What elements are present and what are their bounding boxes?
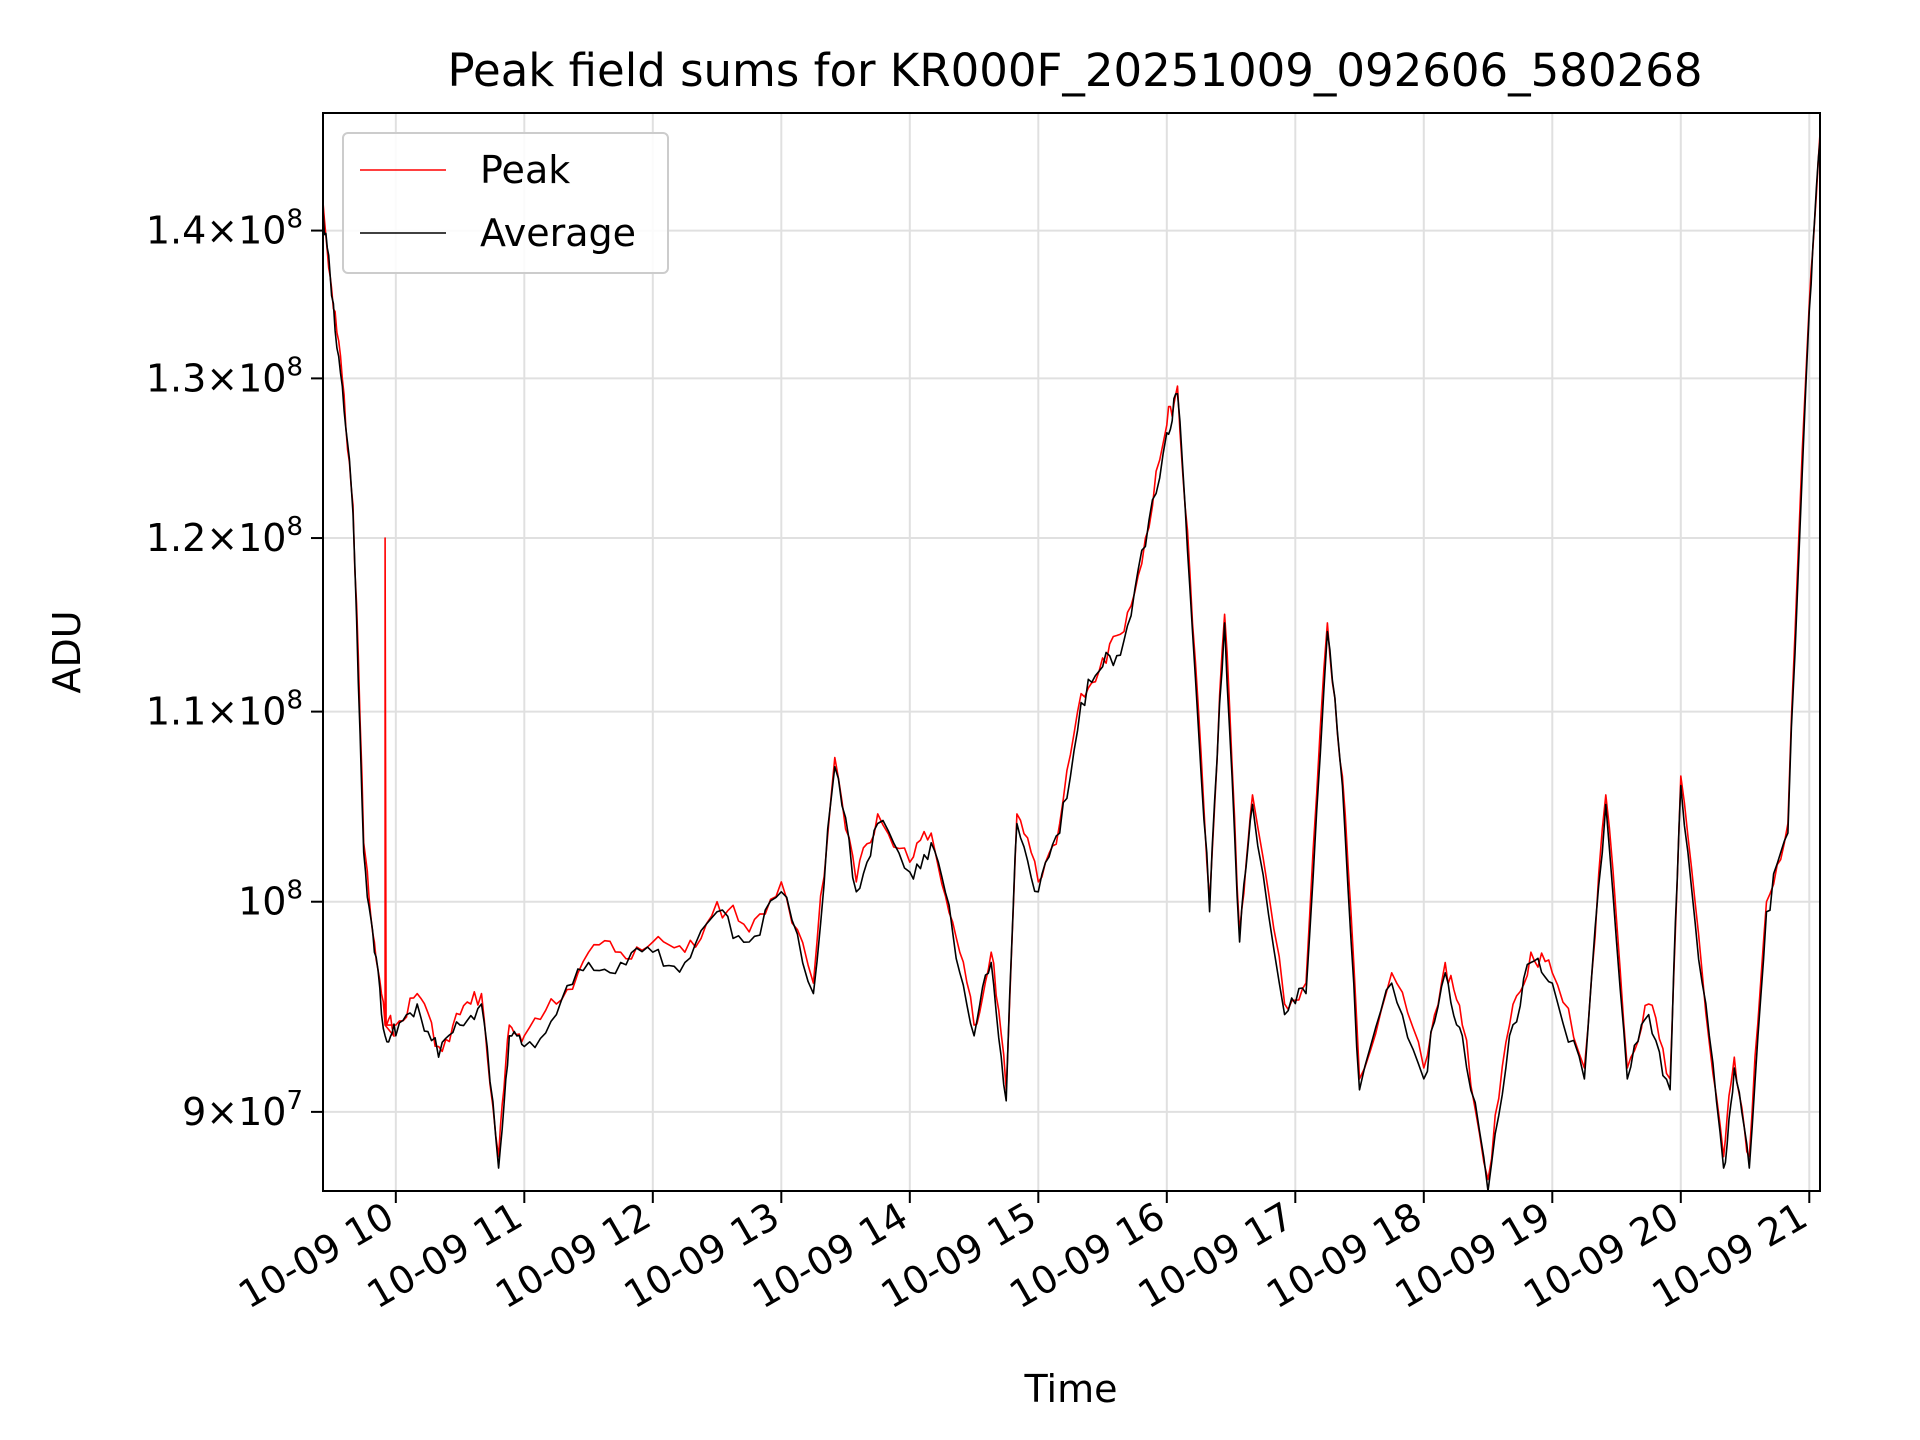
series-layer <box>322 133 1821 1192</box>
y-tick-label: 1.4×108 <box>146 205 303 253</box>
x-axis-label: Time <box>1024 1367 1118 1411</box>
y-tick-label: 1.2×108 <box>146 512 303 560</box>
legend: Peak Average <box>342 132 669 274</box>
legend-label-average: Average <box>480 211 636 255</box>
y-axis-label: ADU <box>45 610 89 693</box>
legend-label-peak: Peak <box>480 148 570 192</box>
y-tick-label: 108 <box>238 876 303 924</box>
y-tick-label: 1.1×108 <box>146 686 303 734</box>
y-tick-label: 9×107 <box>182 1086 303 1134</box>
y-axis: 9×107 108 1.1×108 1.2×108 1.3×108 1.4×108 <box>146 205 323 1134</box>
legend-box <box>342 132 669 274</box>
plot-frame <box>322 112 1821 1192</box>
chart-title: Peak field sums for KR000F_20251009_0926… <box>448 44 1703 97</box>
series-line-average <box>322 139 1821 1192</box>
series-line-peak <box>322 133 1821 1181</box>
y-tick-label: 1.3×108 <box>146 352 303 400</box>
